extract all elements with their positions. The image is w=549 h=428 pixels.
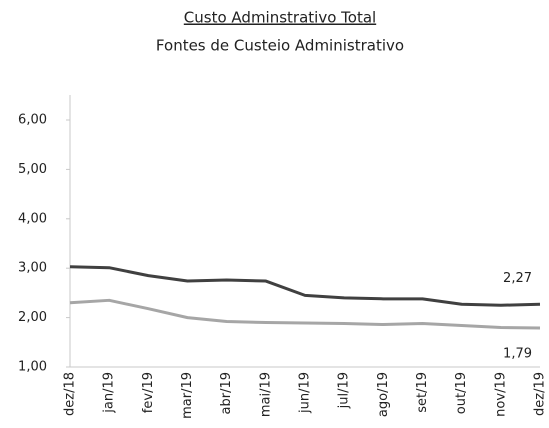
data-label: 2,27: [503, 271, 532, 286]
x-tick-label: set/19: [415, 372, 430, 413]
data-label: 1,79: [503, 346, 532, 361]
series-line: [69, 298, 541, 330]
x-tick-label: dez/18: [63, 372, 78, 416]
x-tick-label: abr/19: [219, 372, 234, 415]
x-tick-label: ago/19: [376, 372, 391, 417]
x-tick-label: dez/19: [533, 372, 548, 416]
x-tick-label: jul/19: [337, 372, 352, 409]
y-tick-label: 6,00: [18, 113, 47, 128]
x-tick-label: mai/19: [258, 372, 273, 417]
y-tick-label: 2,00: [18, 310, 47, 325]
x-tick-label: nov/19: [493, 372, 508, 417]
x-tick-label: out/19: [454, 372, 469, 414]
y-tick-label: 1,00: [18, 360, 47, 375]
x-tick-label: jan/19: [102, 372, 117, 414]
x-tick-label: jun/19: [298, 372, 313, 414]
y-tick-label: 4,00: [18, 211, 47, 226]
x-tick-label: fev/19: [141, 372, 156, 413]
chart-subtitle: Fontes de Custeio Administrativo: [156, 37, 404, 55]
y-tick-label: 3,00: [18, 261, 47, 276]
x-tick-label: mar/19: [180, 372, 195, 419]
y-tick-label: 5,00: [18, 162, 47, 177]
chart-title: Custo Adminstrativo Total: [184, 9, 376, 27]
series-line: [69, 265, 541, 307]
